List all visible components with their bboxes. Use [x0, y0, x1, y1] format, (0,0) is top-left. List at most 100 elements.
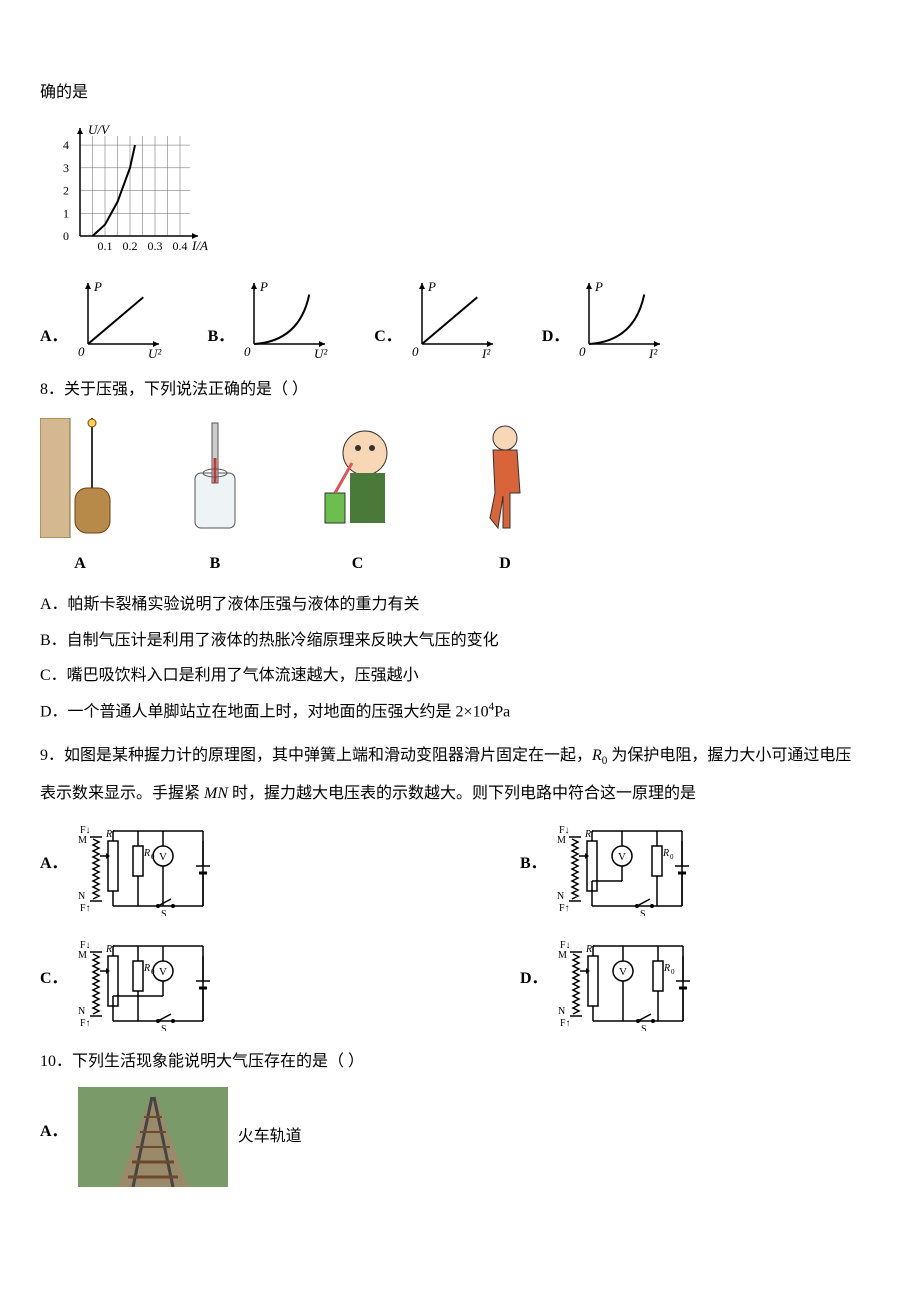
svg-text:N: N	[558, 1006, 565, 1017]
svg-text:V: V	[159, 966, 167, 978]
svg-text:M: M	[557, 835, 566, 846]
svg-text:P: P	[259, 279, 268, 294]
intro-fragment: 确的是	[40, 80, 880, 106]
svg-text:3: 3	[63, 160, 69, 174]
svg-text:F↑: F↑	[559, 903, 570, 914]
svg-text:F↑: F↑	[560, 1018, 571, 1029]
svg-text:P: P	[427, 279, 436, 294]
svg-text:S: S	[641, 1024, 647, 1031]
caption: C	[310, 551, 405, 577]
svg-text:M: M	[558, 950, 567, 961]
caption: A	[40, 551, 120, 577]
text: D．一个普通人单脚站立在地面上时，对地面的压强大约是 2×10	[40, 703, 489, 720]
label: C．	[40, 966, 68, 1002]
svg-text:S: S	[640, 909, 646, 916]
text: 为保护电阻，握力大小可通过电压	[607, 747, 851, 764]
svg-text:R: R	[143, 963, 150, 974]
svg-text:4: 4	[63, 138, 69, 152]
q8-stem: 8．关于压强，下列说法正确的是（ ）	[40, 377, 880, 403]
uv-chart: U/V I/A 0 1 2 3 4 0.1 0.2 0.3 0.4	[40, 121, 880, 265]
q8-img-d: D	[465, 418, 545, 577]
option-label: D．	[542, 324, 570, 360]
q8-opt-a: A．帕斯卡裂桶实验说明了液体压强与液体的重力有关	[40, 592, 880, 618]
q7-option-a: A． P U² 0	[40, 279, 168, 359]
svg-text:0: 0	[244, 344, 251, 359]
q9-opt-c: C． F↓MNF↑R'SR0V	[40, 936, 400, 1031]
svg-text:0: 0	[579, 344, 586, 359]
q8-images: A B C D	[40, 418, 880, 577]
svg-text:I²: I²	[481, 346, 491, 359]
q7-options: A． P U² 0 B． P U² 0 C． P I² 0 D． P I² 0	[40, 279, 880, 359]
var: MN	[204, 785, 228, 802]
text: 表示数来显示。手握紧	[40, 785, 204, 802]
barometer-icon	[180, 418, 250, 538]
option-label: C．	[374, 324, 402, 360]
svg-text:P: P	[594, 279, 603, 294]
svg-text:1: 1	[63, 206, 69, 220]
q9-opt-b: B． F↓MNF↑R'SR0V	[520, 821, 880, 916]
q9-opt-a: A． F↓MNF↑R'SR0V	[40, 821, 400, 916]
q10-opt-a: A． 火车轨道	[40, 1087, 880, 1187]
svg-text:I/A: I/A	[191, 238, 208, 253]
svg-text:N: N	[78, 891, 85, 902]
var: R	[592, 747, 602, 764]
svg-text:0: 0	[78, 344, 85, 359]
svg-text:0: 0	[63, 229, 69, 243]
label: B．	[520, 851, 547, 887]
q10-stem: 10．下列生活现象能说明大气压存在的是（ ）	[40, 1049, 880, 1075]
q9-stem: 9．如图是某种握力计的原理图，其中弹簧上端和滑动变阻器滑片固定在一起，R0 为保…	[40, 743, 880, 807]
text: Pa	[494, 703, 510, 720]
caption: D	[465, 551, 545, 577]
q9-circuits: A． F↓MNF↑R'SR0V B． F↓MNF↑R'SR0V C． F↓MNF…	[40, 821, 880, 1031]
svg-text:0.2: 0.2	[123, 239, 138, 253]
straw-icon	[310, 418, 405, 538]
svg-text:N: N	[78, 1006, 85, 1017]
svg-text:U/V: U/V	[88, 122, 111, 137]
text: 火车轨道	[238, 1124, 302, 1150]
svg-text:0: 0	[412, 344, 419, 359]
svg-text:U²: U²	[314, 346, 328, 359]
svg-text:0.1: 0.1	[98, 239, 113, 253]
svg-text:P: P	[93, 279, 102, 294]
q8-img-c: C	[310, 418, 405, 577]
svg-text:R: R	[662, 848, 669, 859]
svg-text:R: R	[143, 848, 150, 859]
svg-text:S: S	[161, 1024, 167, 1031]
svg-text:F↑: F↑	[80, 903, 91, 914]
q8-opt-b: B．自制气压计是利用了液体的热胀冷缩原理来反映大气压的变化	[40, 628, 880, 654]
q8-opt-d: D．一个普通人单脚站立在地面上时，对地面的压强大约是 2×104Pa	[40, 699, 880, 725]
q7-option-b: B． P U² 0	[208, 279, 335, 359]
caption: B	[180, 551, 250, 577]
q7-option-d: D． P I² 0	[542, 279, 670, 359]
svg-text:0: 0	[670, 853, 674, 861]
q8-img-a: A	[40, 418, 120, 577]
svg-text:M: M	[78, 950, 87, 961]
svg-text:N: N	[557, 891, 564, 902]
svg-text:F↑: F↑	[80, 1018, 91, 1029]
standing-icon	[465, 418, 545, 538]
q8-opt-c: C．嘴巴吸饮料入口是利用了气体流速越大，压强越小	[40, 663, 880, 689]
svg-text:0: 0	[671, 968, 675, 976]
text: 时，握力越大电压表的示数越大。则下列电路中符合这一原理的是	[228, 785, 696, 802]
label: A．	[40, 1119, 68, 1155]
svg-text:V: V	[618, 851, 626, 863]
svg-text:V: V	[619, 966, 627, 978]
svg-text:0.4: 0.4	[173, 239, 188, 253]
q9-opt-d: D． F↓MNF↑R'SR0V	[520, 936, 880, 1031]
option-label: A．	[40, 324, 68, 360]
label: D．	[520, 966, 548, 1002]
svg-text:V: V	[159, 851, 167, 863]
label: A．	[40, 851, 68, 887]
option-label: B．	[208, 324, 235, 360]
svg-text:2: 2	[63, 183, 69, 197]
svg-text:0.3: 0.3	[148, 239, 163, 253]
svg-text:S: S	[161, 909, 167, 916]
q8-img-b: B	[180, 418, 250, 577]
railway-icon	[78, 1087, 228, 1187]
svg-text:R: R	[663, 963, 670, 974]
barrel-icon	[40, 418, 120, 538]
svg-text:M: M	[78, 835, 87, 846]
svg-text:I²: I²	[648, 346, 658, 359]
q7-option-c: C． P I² 0	[374, 279, 502, 359]
svg-text:U²: U²	[148, 346, 162, 359]
